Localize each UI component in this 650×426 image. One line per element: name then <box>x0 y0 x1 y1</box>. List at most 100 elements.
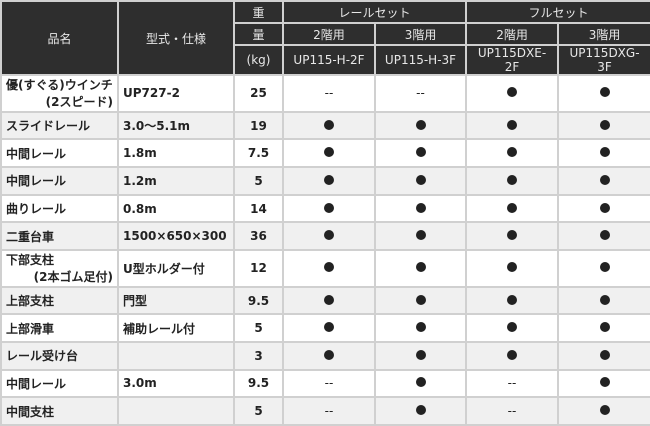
header-floor: 3階用 <box>557 22 650 46</box>
cell-not-included: -- <box>465 368 560 399</box>
cell-weight: 19 <box>233 110 284 141</box>
cell-included <box>557 285 650 316</box>
cell-included <box>373 138 468 169</box>
cell-name: 二重台車 <box>0 221 119 251</box>
filled-circle-icon <box>415 322 426 333</box>
cell-included <box>557 74 650 113</box>
cell-name: 下部支柱 (2本ゴム足付) <box>0 248 119 288</box>
filled-circle-icon <box>599 294 610 305</box>
filled-circle-icon <box>324 349 334 360</box>
cell-included <box>373 193 468 224</box>
cell-spec <box>117 341 235 371</box>
filled-circle-icon <box>599 147 610 158</box>
cell-included <box>557 396 650 426</box>
header-spec: 型式・仕様 <box>117 0 235 76</box>
table-row: 上部支柱 門型 9.5 <box>0 285 650 316</box>
table-row: スライドレール 3.0～5.1m 19 <box>0 110 650 141</box>
filled-circle-icon <box>599 349 610 360</box>
cell-included <box>557 368 650 399</box>
cell-spec: U型ホルダー付 <box>117 248 235 288</box>
cell-included <box>282 285 376 316</box>
cell-not-included: -- <box>465 396 560 426</box>
table-row: レール受け台 3 <box>0 341 650 371</box>
cell-included <box>557 341 650 371</box>
filled-circle-icon <box>415 262 426 273</box>
cell-included <box>373 166 468 196</box>
table-row: 優(すぐる)ウインチ (2スピード) UP727-2 25 -- -- <box>0 74 650 113</box>
cell-included <box>465 166 560 196</box>
filled-circle-icon <box>507 262 518 273</box>
filled-circle-icon <box>599 202 610 213</box>
cell-name: 中間支柱 <box>0 396 119 426</box>
cell-spec: 門型 <box>117 285 235 316</box>
filled-circle-icon <box>324 322 334 333</box>
cell-included <box>373 248 468 288</box>
filled-circle-icon <box>324 230 334 241</box>
cell-name: 中間レール <box>0 166 119 196</box>
cell-included <box>282 341 376 371</box>
header-weight-unit: (kg) <box>233 44 284 76</box>
cell-included <box>373 313 468 344</box>
filled-circle-icon <box>507 294 518 305</box>
cell-included <box>557 248 650 288</box>
cell-included <box>282 110 376 141</box>
filled-circle-icon <box>324 202 334 213</box>
cell-weight: 5 <box>233 166 284 196</box>
cell-included <box>282 166 376 196</box>
cell-included <box>557 166 650 196</box>
header-model: UP115DXG-3F <box>557 44 650 76</box>
cell-included <box>465 341 560 371</box>
header-floor: 2階用 <box>465 22 560 46</box>
cell-included <box>282 138 376 169</box>
cell-spec: 1.8m <box>117 138 235 169</box>
cell-weight: 5 <box>233 396 284 426</box>
table-row: 下部支柱 (2本ゴム足付) U型ホルダー付 12 <box>0 248 650 288</box>
cell-weight: 9.5 <box>233 285 284 316</box>
filled-circle-icon <box>599 405 610 416</box>
filled-circle-icon <box>415 349 426 360</box>
table-row: 上部滑車 補助レール付 5 <box>0 313 650 344</box>
cell-name: 上部滑車 <box>0 313 119 344</box>
header-weight-1: 重 <box>233 0 284 24</box>
filled-circle-icon <box>507 202 518 213</box>
cell-included <box>282 221 376 251</box>
filled-circle-icon <box>507 119 518 130</box>
cell-weight: 25 <box>233 74 284 113</box>
cell-weight: 3 <box>233 341 284 371</box>
table-row: 二重台車 1500×650×300 36 <box>0 221 650 251</box>
cell-included <box>282 313 376 344</box>
header-model: UP115DXE-2F <box>465 44 560 76</box>
cell-included <box>282 193 376 224</box>
cell-weight: 7.5 <box>233 138 284 169</box>
header-model: UP115-H-2F <box>282 44 376 76</box>
cell-weight: 36 <box>233 221 284 251</box>
filled-circle-icon <box>507 349 518 360</box>
filled-circle-icon <box>599 322 610 333</box>
cell-weight: 9.5 <box>233 368 284 399</box>
filled-circle-icon <box>324 119 334 130</box>
cell-weight: 14 <box>233 193 284 224</box>
cell-weight: 12 <box>233 248 284 288</box>
header-group-rail-set: レールセット <box>281 0 468 24</box>
header-weight-2: 量 <box>233 22 284 46</box>
cell-not-included: -- <box>373 74 468 113</box>
filled-circle-icon <box>415 294 426 305</box>
cell-included <box>465 221 560 251</box>
table-row: 中間レール 3.0m 9.5 -- -- <box>0 368 650 399</box>
cell-included <box>465 285 560 316</box>
cell-included <box>557 110 650 141</box>
filled-circle-icon <box>507 174 518 185</box>
cell-name: 中間レール <box>0 368 119 399</box>
cell-included <box>465 313 560 344</box>
cell-included <box>373 221 468 251</box>
cell-name: レール受け台 <box>0 341 119 371</box>
cell-spec: 0.8m <box>117 193 235 224</box>
filled-circle-icon <box>599 262 610 273</box>
cell-included <box>282 248 376 288</box>
cell-weight: 5 <box>233 313 284 344</box>
cell-included <box>465 248 560 288</box>
filled-circle-icon <box>415 405 426 416</box>
table-row: 曲りレール 0.8m 14 <box>0 193 650 224</box>
filled-circle-icon <box>507 87 518 98</box>
